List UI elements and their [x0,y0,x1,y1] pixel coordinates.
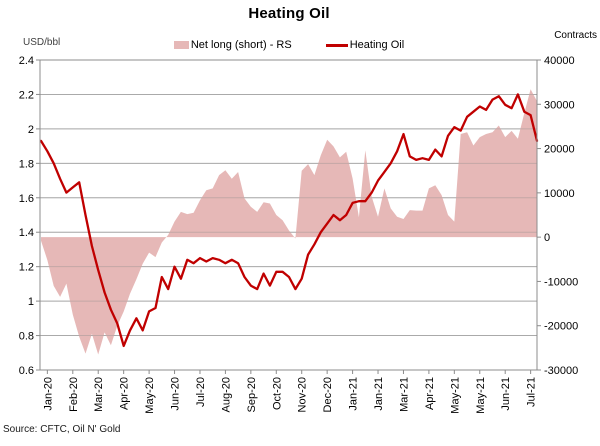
legend: Net long (short) - RS Heating Oil [0,39,578,51]
y-left-tick-label: 1 [28,296,34,308]
y-right-tick-label: -30000 [544,365,578,377]
x-tick-label: Jun-20 [170,377,182,411]
y-right-tick-label: -10000 [544,276,578,288]
x-tick-label: May-21 [449,377,461,414]
x-tick-label: Mar-21 [398,377,410,412]
x-tick-label: Feb-20 [68,377,80,412]
x-tick-label: May-21 [475,377,487,414]
y-left-tick-label: 1.8 [19,158,34,170]
axes [39,59,538,371]
x-tick-label: Jan-20 [42,377,54,411]
area-swatch-icon [173,41,189,49]
x-tick-label: Sep-20 [246,377,258,412]
x-tick-label: Jul-21 [526,377,538,407]
x-tick-label: Dec-20 [322,377,334,412]
x-tick-label: Aug-20 [220,377,232,412]
y-right-tick-label: 10000 [544,188,575,200]
tick-marks [36,59,541,374]
heating-oil-line [39,93,539,348]
legend-item-net-long: Net long (short) - RS [173,39,292,51]
y-right-tick-label: 30000 [544,99,575,111]
legend-label-heating-oil: Heating Oil [349,39,405,51]
y-left-tick-label: 0.8 [19,331,34,343]
y-axis-left-labels: 2.4 2.2 2 1.8 1.6 1.4 1.2 1 0.8 0.6 [19,55,34,377]
x-axis-labels: Jan-20 Feb-20 Mar-20 Apr-20 May-20 Jun-20 Jul-… [42,377,537,414]
source-note: Source: CFTC, Oil N' Gold [3,424,121,435]
y-right-tick-label: 0 [544,232,550,244]
y-axis-right-labels: 40000 30000 20000 10000 0 -10000 -20000 -30000 [544,55,578,377]
legend-label-net-long: Net long (short) - RS [190,39,292,51]
y-left-tick-label: 1.2 [19,262,34,274]
x-tick-label: Nov-20 [297,377,309,412]
legend-item-heating-oil: Heating Oil [325,39,405,51]
y-left-tick-label: 1.4 [19,227,34,239]
x-tick-label: Jan-21 [348,377,360,411]
net-long-area-series [41,89,537,355]
x-tick-label: Oct-20 [271,377,283,410]
x-tick-label: Jan-21 [373,377,385,411]
x-tick-label: Mar-20 [93,377,105,412]
x-tick-label: Jul-20 [195,377,207,407]
x-tick-label: Jun-21 [500,377,512,411]
x-tick-label: Apr-21 [424,377,436,410]
heating-oil-line-series [39,93,539,348]
y-left-tick-label: 1.6 [19,193,34,205]
line-swatch-icon [325,43,348,47]
y-right-tick-label: 40000 [544,55,575,67]
y-left-tick-label: 0.6 [19,365,34,377]
y-right-tick-label: -20000 [544,321,578,333]
y-left-tick-label: 2.2 [19,89,34,101]
chart-title: Heating Oil [248,5,330,22]
y-right-tick-label: 20000 [544,144,575,156]
x-tick-label: May-20 [144,377,156,414]
right-axis-unit-label: Contracts [554,30,597,41]
y-left-tick-label: 2.4 [19,55,34,67]
net-long-area [41,89,537,355]
y-left-tick-label: 2 [28,124,34,136]
left-axis-unit-label: USD/bbl [23,37,61,48]
x-tick-label: Apr-20 [119,377,131,410]
